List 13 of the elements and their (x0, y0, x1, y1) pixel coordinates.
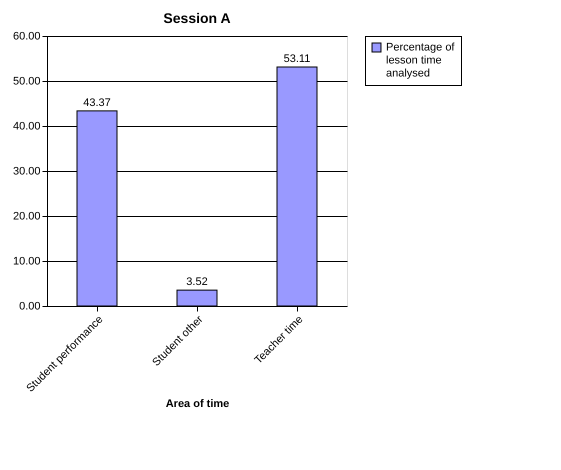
y-tick-label: 0.00 (19, 300, 40, 312)
data-label: 53.11 (284, 53, 310, 66)
y-tick-label: 30.00 (12, 166, 40, 178)
y-tick-label: 40.00 (12, 120, 40, 132)
data-label: 3.52 (186, 276, 208, 288)
legend-label: Percentage of lesson time analysed (386, 42, 456, 80)
y-tick-label: 20.00 (12, 210, 40, 222)
chart-title: Session A (163, 10, 231, 26)
data-label: 43.37 (83, 96, 111, 109)
y-tick-label: 10.00 (12, 256, 40, 268)
y-tick-label: 50.00 (12, 76, 40, 88)
y-tick-label: 60.00 (12, 30, 40, 42)
x-axis-title: Area of time (166, 398, 230, 410)
